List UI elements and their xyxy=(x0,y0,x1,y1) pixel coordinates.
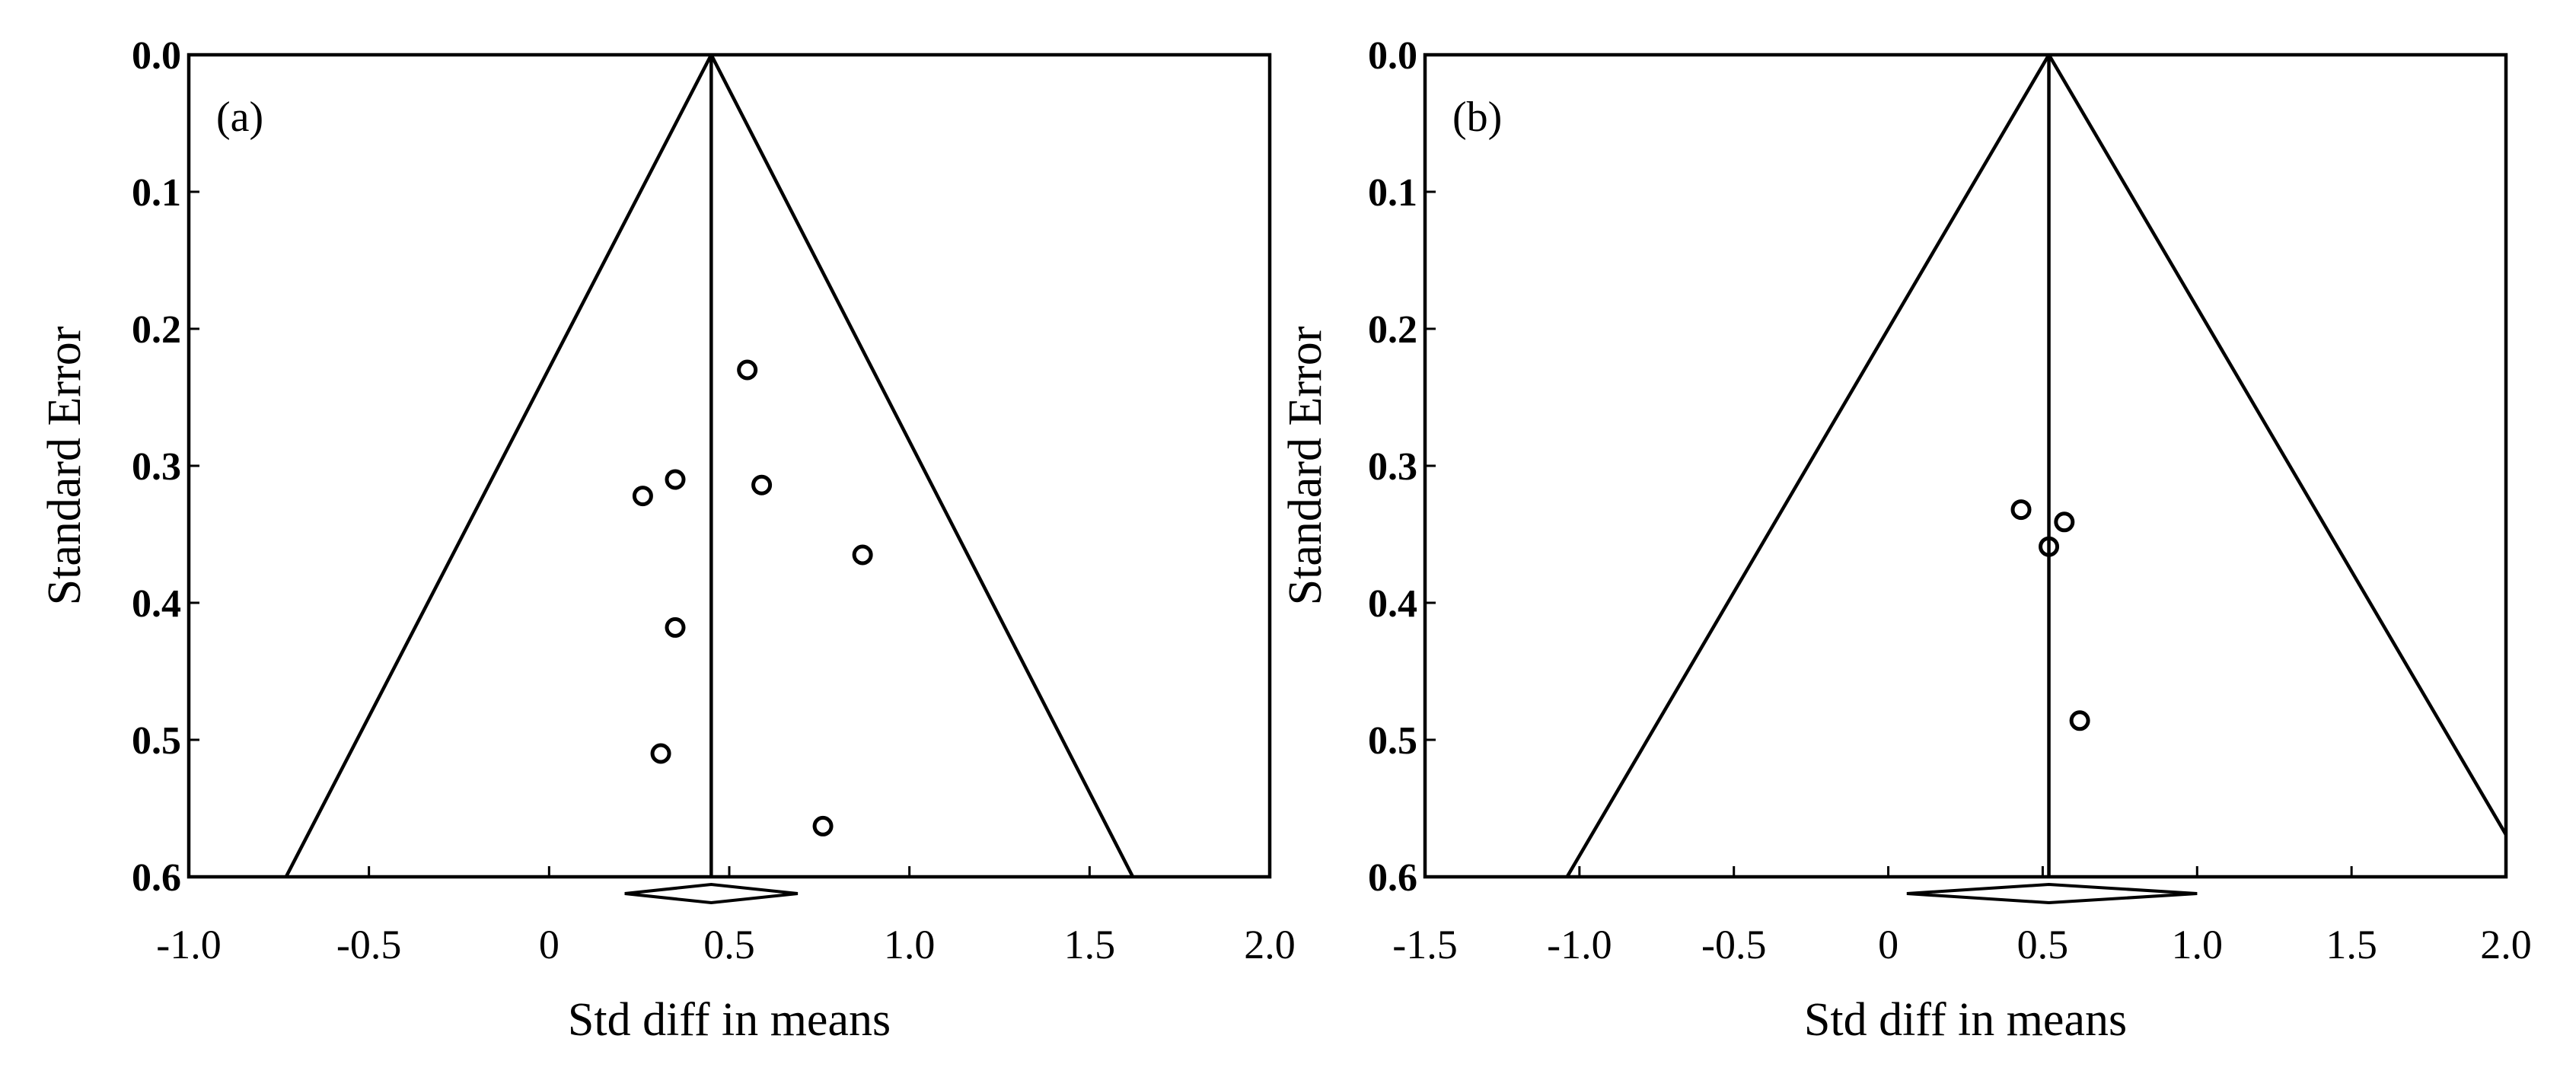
funnel-left-line xyxy=(1565,55,2051,877)
x-tick-label: 0.5 xyxy=(703,922,755,967)
x-tick-label: -1.0 xyxy=(1547,922,1612,967)
funnel-right-line xyxy=(2047,55,2506,839)
x-tick-label: 1.0 xyxy=(2172,922,2224,967)
y-tick-label: 0.2 xyxy=(1368,308,1417,352)
funnel-lines xyxy=(1565,55,2506,877)
study-point xyxy=(812,815,834,836)
panel-label: (b) xyxy=(1452,94,1502,141)
y-tick-label: 0.0 xyxy=(132,34,181,78)
x-tick-label: 2.0 xyxy=(2480,922,2532,967)
x-tick-label: -1.0 xyxy=(156,922,221,967)
study-point xyxy=(632,486,653,507)
x-tick-label: 0.5 xyxy=(2017,922,2069,967)
pooled-diamond xyxy=(1906,882,2198,905)
pooled-diamond xyxy=(624,882,799,905)
x-axis-label: Std diff in means xyxy=(1804,994,2127,1046)
x-tick-label: -1.5 xyxy=(1392,922,1457,967)
panel-a: -1.0 -0.5 0 0.5 1.0 1.5 2.0 0.0 0.1 0.2 0.3 0.4 0.5 0… xyxy=(39,34,1296,1046)
x-tick-label: 2.0 xyxy=(1244,922,1296,967)
x-tick-label: -0.5 xyxy=(1701,922,1766,967)
panel-label: (a) xyxy=(216,94,263,141)
y-tick-label: 0.1 xyxy=(1368,171,1417,215)
y-tick-label: 0.2 xyxy=(132,308,181,352)
x-tick-label: 0 xyxy=(1878,922,1899,967)
y-axis-label: Standard Error xyxy=(1280,326,1331,605)
study-point xyxy=(2054,511,2075,533)
x-tick-label: -0.5 xyxy=(336,922,401,967)
study-point xyxy=(2039,536,2060,557)
y-tick-label: 0.4 xyxy=(132,582,181,626)
y-tick-label: 0.0 xyxy=(1368,34,1417,78)
study-point xyxy=(852,544,873,566)
panel-b: -1.5 -1.0 -0.5 0 0.5 1.0 1.5 2.0 0.0 0.1 0.2 0.3 0.4… xyxy=(1280,34,2532,1046)
x-tick-label: 0 xyxy=(539,922,560,967)
x-axis-label: Std diff in means xyxy=(568,994,891,1046)
x-tick-label: 1.0 xyxy=(884,922,936,967)
study-point xyxy=(2010,499,2032,521)
y-tick-label: 0.4 xyxy=(1368,582,1417,626)
y-tick-label: 0.3 xyxy=(132,445,181,489)
study-point xyxy=(751,474,773,495)
study-point xyxy=(665,469,686,490)
funnel-left-line xyxy=(284,55,713,877)
y-tick-label: 0.6 xyxy=(132,856,181,900)
y-tick-label: 0.5 xyxy=(132,719,181,763)
study-point xyxy=(737,359,758,381)
x-tick-label: 1.5 xyxy=(1064,922,1116,967)
y-axis-label: Standard Error xyxy=(39,326,91,605)
plot-frame xyxy=(1423,53,2508,879)
y-tick-label: 0.1 xyxy=(132,171,181,215)
y-tick-label: 0.6 xyxy=(1368,856,1417,900)
y-tick-label: 0.5 xyxy=(1368,719,1417,763)
study-point xyxy=(650,743,671,764)
funnel-right-line xyxy=(709,55,1135,877)
study-point xyxy=(665,617,686,638)
funnel-lines xyxy=(284,55,1135,877)
x-tick-label: 1.5 xyxy=(2326,922,2377,967)
y-tick-label: 0.3 xyxy=(1368,445,1417,489)
study-point xyxy=(2069,710,2090,731)
